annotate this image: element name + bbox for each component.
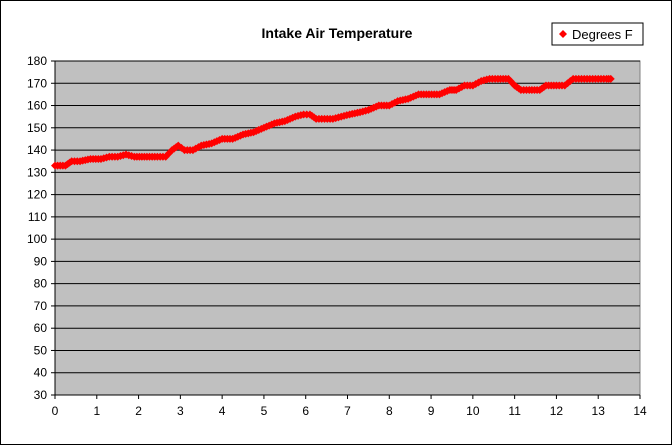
y-tick-label: 160 [27,99,47,113]
series-degrees-f [51,74,615,170]
x-tick-label: 10 [466,404,480,418]
x-tick-label: 0 [52,404,59,418]
y-tick-label: 80 [34,277,48,291]
y-tick-label: 110 [28,210,47,224]
x-tick-label: 4 [219,404,226,418]
y-tick-label: 40 [34,366,48,380]
legend-label: Degrees F [572,27,633,42]
legend-box [551,22,644,46]
y-tick-label: 100 [27,232,47,246]
y-tick-label: 180 [27,54,47,68]
x-tick-label: 7 [344,404,351,418]
x-tick-label: 8 [386,404,393,418]
y-tick-label: 120 [27,188,47,202]
y-tick-label: 150 [27,121,47,135]
x-tick-label: 5 [261,404,268,418]
y-tick-label: 30 [34,388,48,402]
legend: Degrees F [551,22,644,46]
gridlines [55,60,640,396]
plot-area [54,60,641,396]
legend-marker-diamond-icon [559,30,567,38]
y-tick-label: 140 [27,143,47,157]
chart-title: Intake Air Temperature [262,25,413,41]
y-tick-label: 60 [34,321,48,335]
x-tick-label: 9 [428,404,435,418]
x-tick-label: 6 [302,404,309,418]
y-tick-label: 130 [27,165,47,179]
x-tick-label: 2 [135,404,142,418]
y-tick-label: 90 [34,254,48,268]
x-tick-label: 11 [508,404,521,418]
x-tick-label: 12 [550,404,564,418]
y-axis-ticks: 30 40 50 60 70 80 90 100 110 120 130 140 150 160 170 18… [27,54,55,402]
y-tick-label: 50 [34,343,48,357]
data-point [606,74,615,83]
x-tick-label: 13 [592,404,606,418]
x-axis-ticks: 0 1 2 3 4 5 6 7 8 9 10 11 12 13 14 [52,395,647,418]
x-tick-label: 3 [177,404,184,418]
data-point [508,79,517,88]
x-tick-label: 1 [93,404,100,418]
x-tick-label: 14 [633,404,647,418]
y-tick-label: 170 [27,76,47,90]
y-tick-label: 70 [34,299,48,313]
